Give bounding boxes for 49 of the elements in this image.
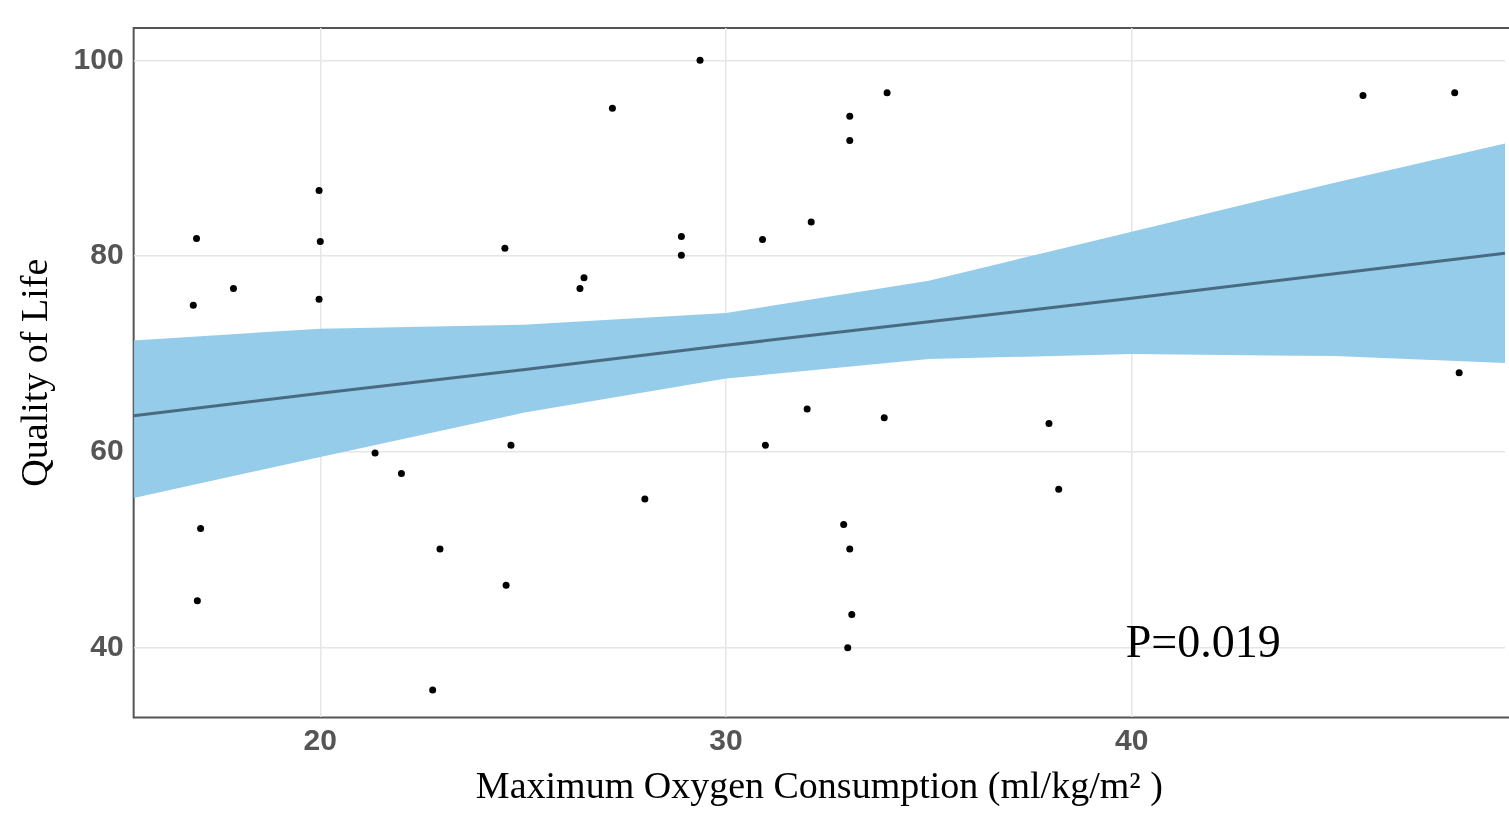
point	[193, 597, 201, 605]
x-tick-label: 30	[709, 722, 743, 756]
point	[576, 284, 584, 292]
y-tick-label: 60	[90, 433, 124, 467]
point	[1455, 369, 1463, 377]
point	[501, 244, 509, 252]
point	[696, 56, 704, 64]
point	[883, 89, 891, 97]
point	[677, 251, 685, 259]
point	[759, 236, 767, 244]
point	[1451, 89, 1459, 97]
point	[1045, 420, 1053, 428]
point	[429, 686, 437, 694]
y-tick-label: 80	[90, 237, 124, 271]
x-tick-label: 20	[303, 722, 337, 756]
point	[580, 274, 588, 282]
y-tick-label: 100	[73, 41, 124, 75]
point	[316, 237, 324, 245]
point	[189, 301, 197, 309]
point	[229, 284, 237, 292]
point	[193, 235, 201, 243]
point	[502, 581, 510, 589]
point	[315, 187, 323, 195]
point	[436, 545, 444, 553]
point	[880, 414, 888, 422]
point	[315, 295, 323, 303]
point	[371, 449, 379, 457]
x-axis-title: Maximum Oxygen Consumption (ml/kg/m² )	[475, 764, 1163, 808]
point	[397, 470, 405, 478]
point	[641, 495, 649, 503]
y-tick-label: 40	[90, 629, 124, 663]
point	[807, 218, 815, 226]
point	[840, 520, 848, 528]
point	[846, 112, 854, 120]
x-tick-label: 40	[1115, 722, 1149, 756]
point	[761, 441, 769, 449]
point	[803, 405, 811, 413]
y-axis-title: Quality of Life	[12, 258, 55, 487]
point	[677, 233, 685, 241]
point	[846, 137, 854, 145]
point	[848, 611, 856, 619]
point	[846, 545, 854, 553]
point	[608, 104, 616, 112]
point	[1055, 485, 1063, 493]
point	[197, 524, 205, 532]
annotation: P=0.019	[1125, 616, 1281, 668]
point	[1359, 92, 1367, 100]
point	[844, 644, 852, 652]
point	[507, 441, 515, 449]
